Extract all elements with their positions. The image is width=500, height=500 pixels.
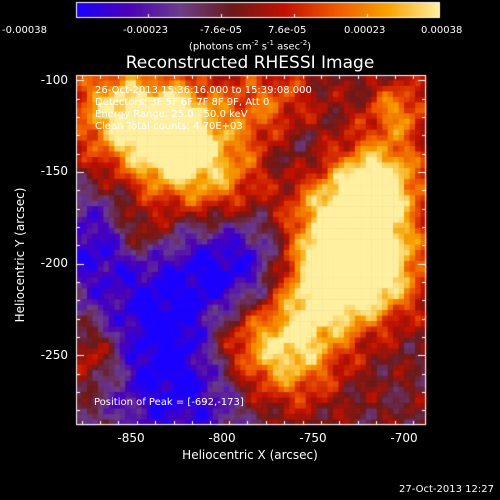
info-line-detectors: Detectors: 3F 5F 6F 7F 8F 9F, Att 0	[95, 97, 270, 108]
x-tick-label: -800	[208, 431, 236, 445]
info-line-time-range: 26-Oct-2013 15:36:16.000 to 15:39:08.000	[95, 85, 312, 96]
colorbar-tick-label: 7.6e-05	[268, 25, 307, 36]
colorbar-units-label: (photons cm-2 s-1 asec-2)	[188, 39, 312, 53]
y-tick-label: -200	[40, 256, 68, 270]
x-tick-label: -700	[390, 431, 418, 445]
y-tick-label: -250	[40, 348, 68, 362]
y-tick-label: -150	[40, 164, 68, 178]
colorbar-tick-label: 0.00023	[344, 25, 386, 36]
info-line-counts: Clean Total counts: 4.70E+03	[95, 121, 243, 132]
x-tick-label: -750	[299, 431, 327, 445]
x-axis-label: Heliocentric X (arcsec)	[182, 448, 318, 462]
info-line-energy: Energy Range: 25.0 - 50.0 keV	[95, 109, 248, 120]
colorbar-tick-label: -0.00023	[123, 25, 168, 36]
colorbar-tick-label: -0.00038	[2, 25, 47, 36]
chart-title: Reconstructed RHESSI Image	[125, 53, 375, 73]
x-tick-label: -850	[117, 431, 145, 445]
y-tick-label: -100	[40, 73, 68, 87]
colorbar-tick-label: -7.6e-05	[200, 25, 242, 36]
colorbar-tick-label: 0.00038	[421, 25, 463, 36]
y-axis-label: Heliocentric Y (arcsec)	[13, 187, 27, 323]
peak-position-label: Position of Peak = [-692,-173]	[94, 397, 244, 408]
footer-date: 27-Oct-2013 12:27	[399, 484, 494, 495]
